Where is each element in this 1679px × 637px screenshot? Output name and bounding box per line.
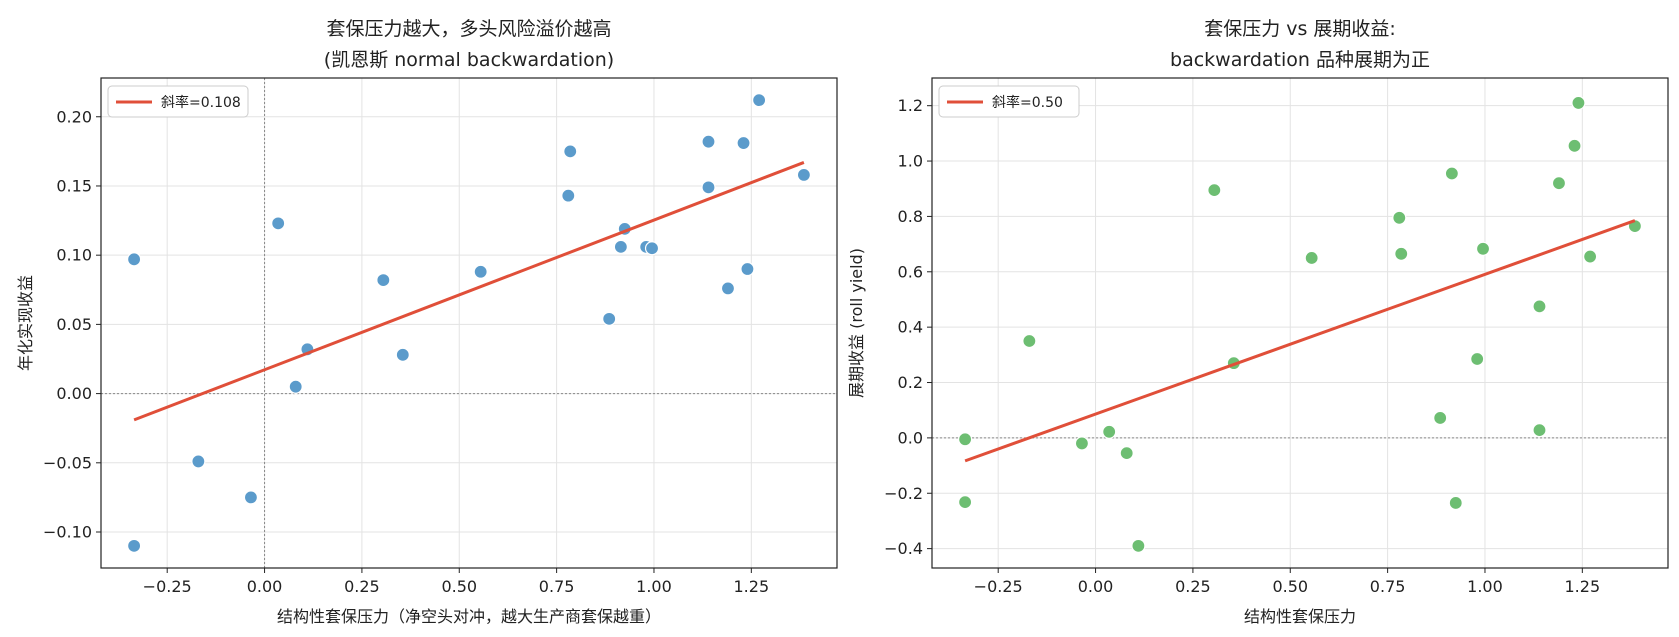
data-point bbox=[613, 239, 628, 254]
data-point bbox=[720, 281, 736, 296]
data-point bbox=[701, 134, 716, 149]
plot-frame bbox=[931, 77, 1669, 569]
data-point bbox=[1102, 424, 1117, 439]
chart-hedging-pressure-vs-realized-return: −0.25 0.00 0.25 0.50 0.75 1.00 1.25 −0.10 −0.05 0… bbox=[16, 18, 838, 626]
y-tick-label: 0.2 bbox=[898, 373, 923, 392]
y-axis-label: 展期收益 (roll yield) bbox=[847, 248, 866, 398]
data-point bbox=[1131, 538, 1146, 553]
data-point bbox=[1567, 138, 1582, 153]
y-tick-label: 0.6 bbox=[898, 262, 923, 281]
y-tick-label: −0.05 bbox=[43, 453, 92, 472]
data-point bbox=[561, 188, 576, 203]
data-point bbox=[752, 93, 767, 108]
x-tick-label: 1.25 bbox=[1565, 577, 1601, 596]
data-point bbox=[1119, 446, 1134, 461]
data-point bbox=[1448, 495, 1463, 511]
data-point bbox=[376, 272, 391, 288]
data-point bbox=[1394, 246, 1409, 261]
data-point bbox=[127, 538, 142, 553]
data-point bbox=[1022, 333, 1037, 349]
data-point bbox=[288, 379, 303, 394]
y-tick-label: −0.2 bbox=[884, 484, 923, 503]
data-point bbox=[1532, 299, 1547, 314]
x-tick-label: 0.25 bbox=[1175, 577, 1211, 596]
y-tick-label: 1.2 bbox=[898, 96, 923, 115]
x-tick-label: 0.75 bbox=[539, 577, 575, 596]
x-tick-label: 0.00 bbox=[1078, 577, 1114, 596]
data-point bbox=[191, 454, 206, 469]
y-tick-label: 0.8 bbox=[898, 207, 923, 226]
y-tick-label: 0.0 bbox=[898, 428, 923, 447]
x-tick-label: 0.25 bbox=[344, 577, 380, 596]
data-point bbox=[644, 241, 660, 256]
fit-line bbox=[964, 219, 1636, 463]
data-point bbox=[1207, 183, 1222, 198]
y-tick-label: −0.4 bbox=[884, 539, 923, 558]
chart-title: 套保压力 vs 展期收益: bbox=[1204, 18, 1396, 40]
y-tick-label: 0.15 bbox=[56, 176, 92, 195]
data-point bbox=[127, 252, 142, 267]
y-tick-label: 0.20 bbox=[56, 107, 92, 126]
data-point bbox=[1571, 95, 1586, 111]
data-point bbox=[1433, 410, 1448, 426]
legend-label: 斜率=0.108 bbox=[161, 94, 241, 111]
data-point bbox=[1392, 210, 1407, 225]
y-tick-label: 0.00 bbox=[56, 384, 92, 403]
y-tick-label: 0.10 bbox=[56, 246, 92, 265]
fit-line bbox=[133, 161, 805, 422]
data-point bbox=[1074, 436, 1090, 451]
data-point bbox=[1304, 250, 1319, 266]
data-point bbox=[1475, 241, 1491, 256]
data-point bbox=[701, 180, 716, 195]
data-point bbox=[395, 347, 410, 362]
chart-subtitle: backwardation 品种展期为正 bbox=[1170, 49, 1430, 71]
data-point bbox=[958, 432, 973, 447]
x-tick-label: 0.50 bbox=[1272, 577, 1308, 596]
data-point bbox=[473, 264, 488, 279]
chart-title: 套保压力越大，多头风险溢价越高 bbox=[326, 18, 611, 40]
y-tick-label: 0.05 bbox=[56, 315, 92, 334]
data-point bbox=[243, 490, 259, 505]
x-axis-label: 结构性套保压力（净空头对冲，越大生产商套保越重） bbox=[277, 607, 661, 626]
data-point bbox=[271, 216, 286, 231]
data-point bbox=[736, 135, 751, 151]
legend-label: 斜率=0.50 bbox=[992, 94, 1063, 111]
data-point bbox=[796, 167, 811, 182]
data-point bbox=[958, 495, 973, 510]
x-tick-label: −0.25 bbox=[143, 577, 192, 596]
data-point bbox=[740, 261, 755, 277]
data-point bbox=[602, 311, 617, 326]
x-tick-label: 1.00 bbox=[636, 577, 672, 596]
y-tick-label: 1.0 bbox=[898, 152, 923, 171]
x-tick-label: 1.00 bbox=[1467, 577, 1503, 596]
x-tick-label: 0.00 bbox=[247, 577, 283, 596]
legend-box bbox=[938, 85, 1080, 118]
data-point bbox=[563, 144, 578, 159]
data-point bbox=[1532, 423, 1547, 438]
y-axis-label: 年化实现收益 bbox=[16, 275, 35, 371]
y-tick-label: 0.4 bbox=[898, 318, 923, 337]
y-tick-label: −0.10 bbox=[43, 523, 92, 542]
legend-box bbox=[107, 85, 249, 118]
data-point bbox=[1583, 249, 1598, 264]
data-point bbox=[1551, 176, 1567, 191]
chart-hedging-pressure-vs-roll-yield: −0.25 0.00 0.25 0.50 0.75 1.00 1.25 −0.4 −0.2 0.0… bbox=[847, 18, 1669, 626]
x-tick-label: 0.50 bbox=[441, 577, 477, 596]
chart-subtitle: (凯恩斯 normal backwardation) bbox=[324, 49, 614, 71]
plot-frame bbox=[100, 77, 838, 569]
data-point bbox=[1444, 166, 1459, 181]
data-point bbox=[1470, 351, 1485, 367]
x-tick-label: 0.75 bbox=[1370, 577, 1406, 596]
x-tick-label: 1.25 bbox=[734, 577, 770, 596]
x-tick-label: −0.25 bbox=[974, 577, 1023, 596]
x-axis-label: 结构性套保压力 bbox=[1244, 607, 1356, 626]
